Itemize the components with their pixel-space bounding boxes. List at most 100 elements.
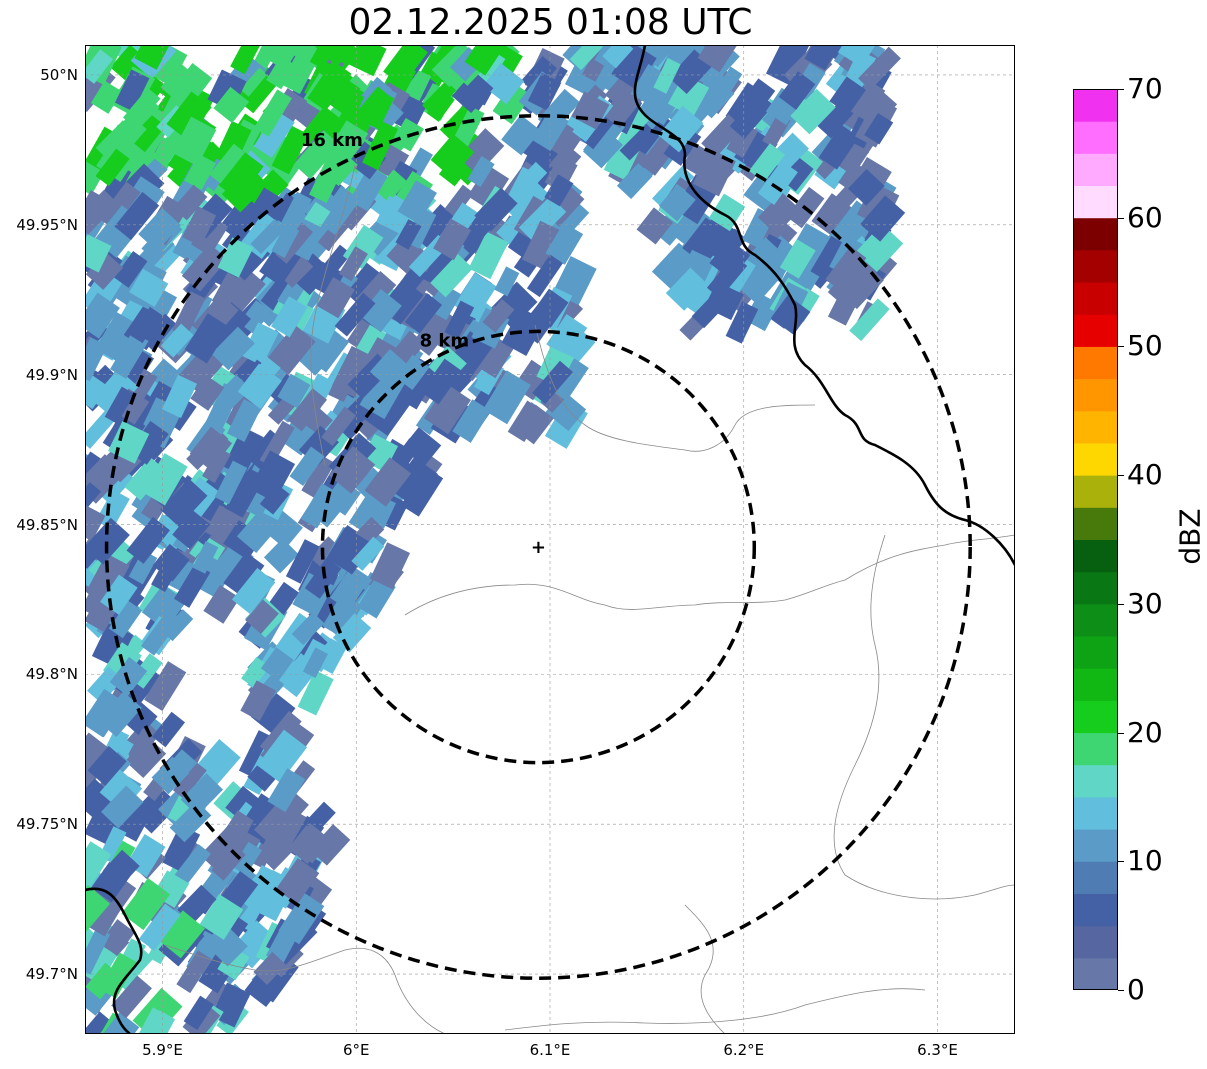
precip-cell [708, 193, 746, 232]
colorbar-segment [1073, 861, 1118, 894]
precip-cell [275, 857, 320, 905]
range-rings: 16 km 8 km + [104, 114, 972, 980]
precip-cell [227, 399, 262, 442]
regional-boundary [534, 324, 816, 452]
precip-cell [189, 426, 233, 471]
precip-cell [316, 638, 348, 674]
precip-cell [309, 45, 340, 69]
precip-cell [182, 206, 217, 247]
precip-cell [271, 125, 310, 175]
colorbar-segment [1073, 507, 1118, 540]
precip-cell [217, 810, 260, 856]
precip-cell [860, 195, 906, 242]
precip-cell [211, 844, 246, 881]
precip-cell [231, 567, 276, 615]
colorbar-tick-label: 50 [1127, 329, 1163, 363]
precip-cell [583, 115, 626, 162]
colorbar-tick-mark [1118, 603, 1124, 605]
precip-cell [138, 207, 181, 252]
colorbar-tick-mark [1118, 475, 1124, 477]
precip-cell [144, 661, 187, 711]
precip-cell [611, 45, 657, 90]
precip-cell [316, 277, 355, 319]
radar-map[interactable]: 16 km 8 km + [85, 45, 1015, 1034]
precip-cell [254, 89, 292, 137]
precip-cell [602, 45, 634, 69]
precip-cell [85, 841, 112, 891]
lat-tick-label: 49.95°N [16, 215, 78, 234]
precip-cell [253, 110, 295, 158]
precip-cell [285, 539, 320, 584]
precip-cell [351, 536, 385, 571]
precip-cell [99, 769, 143, 812]
precip-cell [230, 45, 265, 75]
colorbar-label: dBZ [1173, 508, 1207, 565]
colorbar-segment [1073, 893, 1118, 927]
precip-cell [85, 251, 124, 290]
precip-cell [149, 45, 188, 87]
colorbar-segment [1073, 571, 1118, 605]
precip-cell [104, 386, 135, 424]
precip-cell [220, 267, 266, 314]
precip-cell [709, 238, 751, 280]
precip-cell [546, 314, 588, 359]
precip-cell [180, 773, 224, 816]
precip-cell [85, 962, 121, 1000]
colorbar-segment [1073, 314, 1118, 347]
precip-cell [249, 450, 296, 503]
precip-cell [735, 78, 776, 122]
precip-cell [85, 234, 112, 273]
precip-cell [526, 254, 563, 298]
precip-cell [420, 358, 463, 405]
precip-cell [369, 348, 411, 390]
precip-cell [444, 300, 475, 340]
precip-cell [790, 88, 836, 135]
precip-cell [114, 69, 150, 112]
precip-cell [847, 168, 885, 206]
colorbar-segment [1073, 89, 1118, 122]
precip-cell [103, 1012, 140, 1034]
colorbar-tick-label: 60 [1127, 200, 1163, 234]
precip-cell [293, 130, 341, 179]
precip-cell [307, 60, 352, 111]
precip-cell [309, 824, 351, 866]
precip-cell [129, 268, 169, 308]
precip-cell [315, 185, 361, 235]
precip-cell [277, 373, 311, 409]
national-border [633, 45, 1015, 566]
lat-tick-label: 49.8°N [25, 665, 78, 684]
colorbar-segment [1073, 957, 1118, 990]
lon-tick-label: 5.9°E [142, 1041, 183, 1059]
precip-cell [111, 975, 152, 1019]
precip-cell [321, 406, 357, 446]
precip-cell [325, 120, 369, 169]
colorbar-segment [1073, 764, 1118, 798]
precip-cell [757, 192, 801, 235]
precip-cell [430, 133, 475, 179]
lon-tick-label: 6.1°E [529, 1041, 571, 1059]
precip-cell [858, 46, 901, 91]
precip-cell [825, 246, 867, 292]
radar-map-svg[interactable]: 16 km 8 km + [85, 45, 1015, 1034]
precip-cell [291, 612, 325, 646]
precip-cell [85, 503, 106, 542]
precip-cell [217, 237, 254, 278]
precip-cell [243, 865, 285, 914]
colorbar-segment [1073, 539, 1118, 573]
precip-cell [714, 66, 743, 99]
colorbar [1073, 89, 1118, 990]
lat-tick-label: 49.7°N [25, 965, 78, 984]
precip-cell [141, 453, 188, 506]
precip-cell [126, 97, 160, 131]
precip-cell [433, 218, 472, 261]
precip-cell [114, 191, 160, 241]
precip-cell [280, 48, 319, 95]
precip-cell [184, 153, 217, 191]
precip-cell [309, 153, 347, 204]
precip-cell [482, 299, 515, 333]
precip-cell [725, 301, 759, 344]
precip-cell [829, 76, 866, 115]
precip-cell [364, 457, 412, 507]
precip-cell [108, 600, 143, 639]
precip-cell [370, 542, 411, 590]
